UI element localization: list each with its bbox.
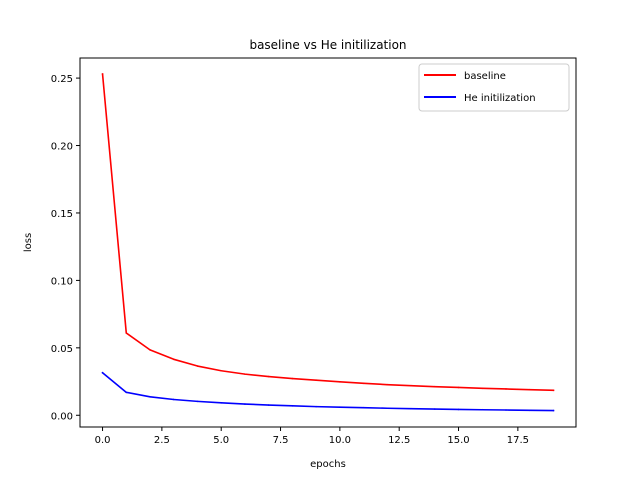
data-point-he-initilization bbox=[339, 406, 341, 408]
data-point-baseline bbox=[291, 377, 294, 380]
data-point-baseline bbox=[172, 358, 175, 361]
x-tick-label: 15.0 bbox=[447, 435, 469, 446]
data-point-he-initilization bbox=[528, 409, 531, 412]
chart-title: baseline vs He initilization bbox=[249, 38, 406, 52]
data-point-he-initilization bbox=[101, 371, 104, 374]
x-tick-label: 5.0 bbox=[213, 435, 229, 446]
data-point-baseline bbox=[220, 369, 223, 372]
data-point-he-initilization bbox=[457, 408, 460, 411]
x-tick-label: 17.5 bbox=[507, 435, 529, 446]
data-point-baseline bbox=[244, 373, 246, 375]
data-point-he-initilization bbox=[196, 400, 199, 403]
data-point-he-initilization bbox=[172, 398, 175, 401]
plot-area: 0.0 2.5 5.0 7.5 10.0 12.5 15.0 17.5 0.00 0.05 0.10… bbox=[51, 73, 555, 446]
data-point-baseline bbox=[433, 385, 436, 388]
data-point-baseline bbox=[101, 73, 104, 75]
data-point-baseline bbox=[505, 388, 507, 390]
data-point-he-initilization bbox=[552, 409, 555, 412]
data-point-he-initilization bbox=[362, 406, 365, 409]
data-point-he-initilization bbox=[315, 405, 317, 408]
data-point-he-initilization bbox=[244, 403, 246, 405]
x-tick-label: 10.0 bbox=[329, 435, 351, 446]
data-point-baseline bbox=[315, 379, 317, 382]
data-point-he-initilization bbox=[410, 407, 412, 410]
x-tick-label: 2.5 bbox=[154, 435, 170, 446]
data-point-baseline bbox=[481, 387, 484, 390]
series-line-baseline bbox=[101, 73, 555, 392]
data-point-he-initilization bbox=[505, 409, 507, 411]
legend-label-baseline: baseline bbox=[464, 71, 506, 82]
data-point-he-initilization bbox=[291, 405, 294, 407]
data-point-baseline bbox=[552, 389, 555, 392]
data-point-baseline bbox=[339, 381, 341, 383]
y-tick-label: 0.00 bbox=[51, 411, 73, 422]
data-point-he-initilization bbox=[220, 402, 223, 404]
y-tick-label: 0.05 bbox=[51, 344, 73, 355]
data-point-baseline bbox=[196, 365, 199, 367]
data-point-he-initilization bbox=[386, 407, 389, 410]
data-point-baseline bbox=[125, 332, 128, 334]
legend: baseline He initilization bbox=[418, 63, 570, 112]
y-tick-label: 0.15 bbox=[51, 209, 73, 220]
data-point-he-initilization bbox=[149, 395, 151, 398]
y-tick-label: 0.20 bbox=[51, 142, 73, 153]
x-tick-label: 7.5 bbox=[273, 435, 289, 446]
x-tick-label: 12.5 bbox=[388, 435, 410, 446]
data-point-he-initilization bbox=[267, 404, 270, 406]
data-point-baseline bbox=[410, 384, 412, 387]
y-axis-label: loss bbox=[23, 233, 34, 252]
y-tick-label: 0.10 bbox=[51, 276, 73, 287]
x-axis-label: epochs bbox=[310, 459, 346, 470]
data-point-he-initilization bbox=[125, 391, 128, 394]
series-line-he-initilization bbox=[101, 371, 555, 412]
data-point-baseline bbox=[362, 382, 365, 385]
data-point-he-initilization bbox=[481, 408, 484, 411]
data-point-baseline bbox=[457, 386, 460, 389]
x-tick-label: 0.0 bbox=[95, 435, 111, 446]
y-tick-label: 0.25 bbox=[51, 74, 73, 85]
legend-box bbox=[418, 63, 570, 112]
data-point-baseline bbox=[267, 375, 270, 378]
data-point-baseline bbox=[149, 349, 151, 351]
data-point-baseline bbox=[386, 383, 389, 386]
plot-frame bbox=[79, 57, 577, 428]
data-point-he-initilization bbox=[433, 408, 436, 410]
data-point-baseline bbox=[528, 388, 531, 391]
legend-label-he-initilization: He initilization bbox=[464, 93, 536, 104]
